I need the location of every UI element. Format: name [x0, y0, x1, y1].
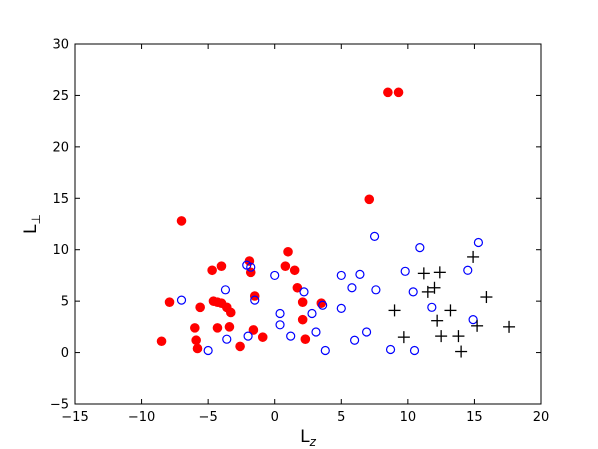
red-filled-point [383, 87, 393, 98]
blue-open-point [427, 302, 437, 312]
black-plus-point [433, 266, 446, 279]
y-tick-label: −5 [50, 398, 69, 413]
y-tick-label: 25 [52, 89, 69, 104]
red-filled-point [248, 325, 259, 335]
blue-open-point [473, 237, 484, 248]
red-filled-point [225, 307, 236, 318]
blue-open-point [355, 269, 365, 279]
blue-open-point [275, 308, 285, 319]
red-filled-point [364, 194, 375, 205]
red-filled-point [280, 261, 291, 271]
red-filled-point [195, 302, 205, 313]
black-plus-point [388, 304, 401, 317]
x-tick-label: −10 [128, 410, 155, 425]
red-filled-point [289, 265, 300, 276]
black-plus-point [428, 281, 441, 294]
red-filled-point [224, 322, 235, 332]
red-filled-point [393, 87, 404, 98]
blue-open-point [385, 344, 396, 355]
x-tick-label: 15 [466, 410, 483, 425]
blue-open-point [250, 295, 260, 305]
red-filled-point [164, 297, 175, 307]
red-filled-point [257, 332, 268, 342]
red-filled-point [176, 216, 187, 226]
blue-open-point [275, 320, 285, 330]
y-tick-label: 15 [52, 192, 69, 207]
black-plus-point [421, 285, 434, 298]
blue-open-point [203, 345, 213, 356]
y-axis-label-subscript: ⊥ [29, 214, 43, 224]
blue-open-point [408, 287, 418, 297]
red-filled-point [212, 323, 223, 333]
blue-open-point [347, 283, 357, 293]
red-filled-point [207, 265, 217, 276]
x-tick-label: 0 [271, 410, 279, 425]
x-axis-label-subscript: z [309, 435, 317, 449]
blue-open-point [320, 345, 330, 356]
x-tick-label: −15 [61, 410, 88, 425]
red-filled-point [156, 336, 167, 347]
red-filled-point [292, 282, 303, 293]
black-plus-point [480, 291, 493, 304]
y-tick-label: 5 [61, 295, 69, 310]
axis-ticks: −15 −10 −5 0 5 10 15 20 −5 0 5 10 15 20 25 30 [50, 38, 549, 426]
black-plus-point [444, 304, 457, 317]
red-filled-point [297, 314, 308, 325]
red-filled-point [192, 343, 203, 354]
blue-open-point [350, 335, 360, 345]
blue-open-point [468, 315, 478, 325]
x-tick-label: 20 [533, 410, 550, 425]
blue-open-point [307, 308, 317, 319]
y-tick-label: 20 [52, 140, 69, 155]
black-plus-point [503, 320, 516, 333]
blue-open-point [361, 327, 372, 337]
blue-open-point [220, 285, 231, 295]
blue-open-point [336, 303, 346, 313]
data-markers [156, 87, 516, 358]
blue-open-point [176, 295, 187, 305]
red-filled-point [216, 261, 227, 271]
black-plus-point [467, 250, 480, 263]
blue-open-point [311, 327, 321, 337]
x-tick-label: 5 [337, 410, 345, 425]
red-filled-point [190, 323, 200, 333]
blue-open-point [415, 243, 425, 253]
blue-open-point [318, 300, 328, 310]
y-tick-label: 30 [52, 38, 69, 53]
plot-area [74, 43, 542, 405]
x-tick-label: 10 [400, 410, 417, 425]
blue-open-point [463, 265, 473, 275]
blue-open-point [270, 270, 280, 281]
x-tick-label: −5 [199, 410, 218, 425]
blue-open-point [246, 262, 256, 272]
blue-open-point [369, 231, 380, 241]
blue-open-point [336, 270, 346, 281]
blue-open-point [243, 331, 253, 341]
black-plus-point [455, 345, 468, 358]
black-plus-point [452, 330, 465, 343]
red-filled-point [283, 246, 293, 257]
red-filled-point [235, 341, 245, 352]
y-axis-label-main: L [21, 224, 41, 234]
y-axis-label: L⊥ [21, 214, 43, 234]
blue-open-point [400, 266, 410, 276]
y-tick-label: 0 [61, 346, 69, 361]
blue-open-point [409, 345, 420, 356]
red-filled-point [300, 334, 311, 345]
black-plus-point [471, 319, 484, 332]
blue-open-point [222, 334, 232, 344]
red-filled-point [297, 297, 308, 307]
black-plus-point [417, 267, 430, 280]
blue-open-point [371, 285, 381, 295]
blue-open-point [299, 287, 309, 297]
x-axis-label-main: L [300, 427, 310, 447]
black-plus-point [431, 314, 444, 327]
black-plus-point [397, 331, 410, 344]
blue-open-point [286, 331, 296, 341]
x-axis-label: Lz [300, 427, 316, 449]
y-tick-label: 10 [52, 243, 69, 258]
black-plus-point [435, 330, 448, 343]
red-filled-point [191, 335, 201, 346]
